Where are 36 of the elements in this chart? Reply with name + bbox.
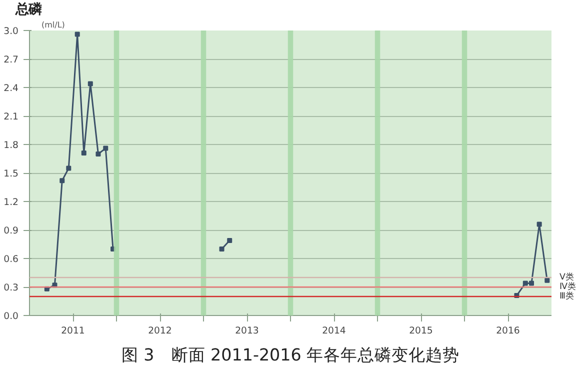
y-tick-label: 0.0 xyxy=(4,311,19,322)
x-tick-label: 2016 xyxy=(496,326,520,336)
y-tick-label: 0.6 xyxy=(4,254,19,265)
point xyxy=(522,280,528,286)
x-tick-label: 2013 xyxy=(235,326,259,336)
point xyxy=(227,238,232,243)
point xyxy=(60,178,65,184)
ref-line-label: Ⅲ类 xyxy=(560,290,574,302)
y-tick-label: 3.0 xyxy=(4,26,19,37)
point xyxy=(219,246,224,252)
y-tick-label: 0.9 xyxy=(4,226,19,236)
ref-line-label: Ⅳ类 xyxy=(560,281,576,292)
point xyxy=(81,150,86,156)
y-tick-label: 1.2 xyxy=(4,197,19,208)
point xyxy=(66,166,72,171)
point xyxy=(103,146,108,151)
y-tick-label: 2.7 xyxy=(4,54,19,66)
point xyxy=(96,152,101,156)
ref-line-label: Ⅴ类 xyxy=(560,272,574,282)
y-tick-label: 1.8 xyxy=(4,140,19,151)
x-tick-label: 2011 xyxy=(61,326,85,336)
point xyxy=(544,278,550,283)
x-tick-label: 2015 xyxy=(409,326,433,336)
y-tick-label: 2.4 xyxy=(4,83,19,94)
y-tick-label: 1.5 xyxy=(4,168,19,180)
y-tick-label: 2.1 xyxy=(4,112,19,122)
y-tick-label: 0.3 xyxy=(4,282,19,294)
caption: 图 3 断面 2011-2016 年各年总磷变化趋势 xyxy=(121,346,460,364)
chart-title: 总磷 xyxy=(14,2,42,18)
point xyxy=(88,81,93,86)
point xyxy=(74,32,80,37)
x-tick-label: 2014 xyxy=(322,326,346,336)
point xyxy=(528,280,534,286)
chart-subtitle: (ml/L) xyxy=(42,20,65,30)
x-tick-label: 2012 xyxy=(148,326,172,336)
point xyxy=(536,222,542,227)
